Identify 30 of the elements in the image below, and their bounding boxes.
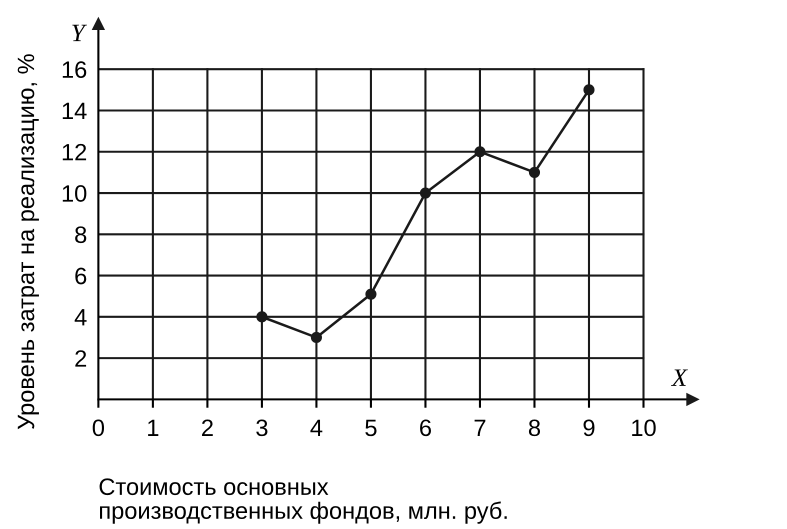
annotation: X (671, 369, 688, 386)
point (420, 187, 432, 199)
x-tick-label: 9 (584, 419, 594, 436)
x-tick-label: 7 (474, 420, 486, 436)
point (256, 311, 268, 322)
y-tick-label: 8 (75, 226, 86, 244)
x-axis-title: Стоимость основных производственных фондов, млн. руб. (100, 478, 507, 524)
x-tick-label: 3 (256, 419, 268, 436)
text: Y (72, 24, 87, 42)
y-tick-label: 10 (62, 185, 86, 202)
y-tick-label: 2 (75, 350, 86, 367)
point (365, 288, 376, 300)
point (528, 166, 540, 178)
y-tick-label: 12 (62, 144, 86, 160)
y-tick-label: 16 (62, 61, 86, 78)
point (474, 146, 486, 158)
x-tick-label: 4 (310, 420, 322, 436)
y-axis-title: Уровень затрат на реализацию, % (18, 54, 39, 430)
x-tick-label: 0 (92, 419, 104, 436)
y-tick-label: 4 (74, 309, 87, 326)
x-tick-label: 10 (632, 419, 656, 436)
point (310, 332, 322, 344)
x-tick-label: 8 (528, 419, 540, 436)
x-tick-label: 1 (148, 420, 158, 436)
y-tick-label: 6 (75, 268, 86, 284)
x-tick-label: 6 (420, 419, 431, 436)
x-tick-label: 2 (202, 419, 213, 436)
point (583, 84, 595, 96)
y-tick-label: 14 (62, 102, 87, 120)
x-tick-label: 5 (365, 420, 377, 436)
